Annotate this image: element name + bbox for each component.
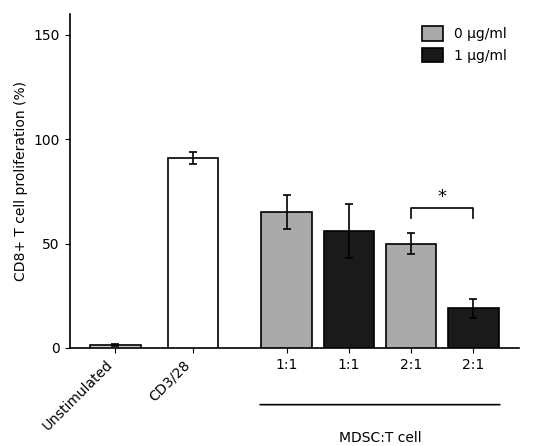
Text: *: * (438, 188, 447, 206)
Text: MDSC:T cell: MDSC:T cell (338, 431, 421, 446)
Legend: 0 μg/ml, 1 μg/ml: 0 μg/ml, 1 μg/ml (416, 21, 512, 69)
Bar (90, 345, 141, 348)
Bar (261, 212, 312, 348)
Bar (324, 231, 374, 348)
Bar (168, 158, 219, 348)
Bar (448, 308, 499, 348)
Bar (386, 244, 437, 348)
Y-axis label: CD8+ T cell proliferation (%): CD8+ T cell proliferation (%) (14, 81, 28, 281)
